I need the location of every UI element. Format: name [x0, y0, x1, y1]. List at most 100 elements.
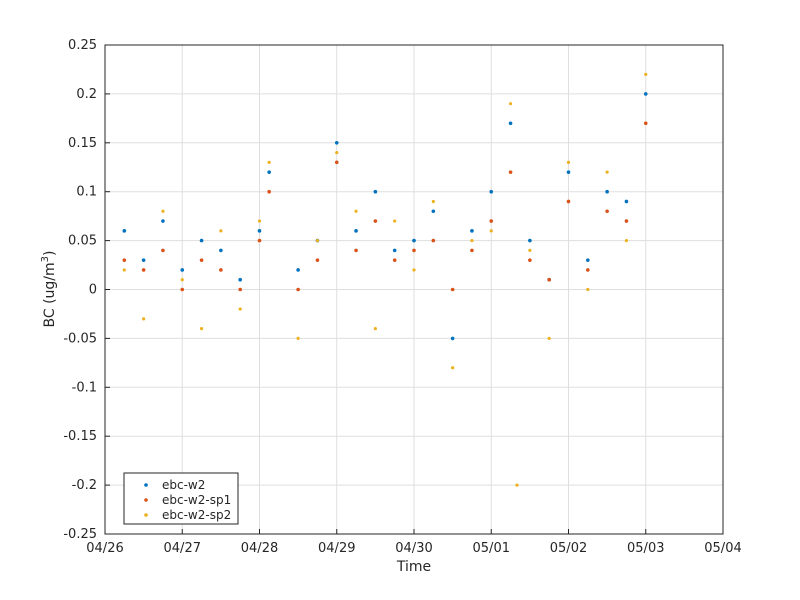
data-point	[238, 307, 242, 311]
y-tick-label: -0.25	[63, 527, 97, 542]
data-point	[238, 277, 242, 282]
data-point	[373, 189, 378, 194]
data-point	[412, 268, 416, 272]
data-point	[354, 209, 358, 213]
data-point	[141, 268, 146, 272]
x-tick-label: 04/26	[86, 541, 123, 556]
data-point	[489, 189, 494, 194]
data-point	[373, 219, 378, 223]
x-tick-label: 04/27	[164, 541, 201, 556]
data-point	[605, 170, 609, 174]
data-point	[296, 336, 300, 340]
data-point	[257, 219, 262, 223]
data-point	[470, 229, 474, 233]
data-point	[257, 229, 262, 233]
data-point	[122, 268, 126, 272]
data-point	[392, 248, 397, 253]
legend-label: ebc-w2	[162, 478, 205, 492]
x-axis-label: Time	[396, 559, 431, 575]
data-point	[219, 248, 223, 253]
data-point	[354, 229, 358, 233]
data-point	[508, 121, 513, 126]
data-point	[624, 199, 629, 204]
data-point	[508, 102, 513, 106]
data-point	[199, 327, 204, 331]
data-point	[334, 160, 339, 165]
x-tick-label: 05/01	[473, 541, 510, 556]
legend-marker	[144, 513, 148, 517]
data-point	[161, 248, 165, 253]
data-point	[334, 141, 339, 145]
data-point	[199, 258, 204, 262]
x-tick-label: 05/02	[550, 541, 587, 556]
data-point	[180, 278, 184, 282]
x-tick-label: 05/03	[627, 541, 664, 556]
data-point	[508, 170, 513, 174]
y-tick-label: 0.1	[76, 185, 97, 200]
legend-box	[123, 472, 239, 525]
data-point	[267, 170, 271, 174]
y-tick-label: 0.25	[68, 38, 97, 53]
data-point	[470, 239, 474, 243]
data-point	[624, 239, 629, 243]
data-point	[142, 317, 146, 321]
legend-marker	[144, 483, 148, 487]
data-point	[489, 219, 494, 223]
data-point	[412, 238, 416, 243]
data-point	[624, 219, 629, 223]
data-point	[515, 483, 519, 487]
data-point	[489, 229, 493, 233]
y-tick-label: 0.05	[68, 234, 97, 249]
data-point	[199, 238, 204, 243]
data-point	[335, 150, 339, 155]
data-point	[450, 287, 455, 292]
data-point	[315, 239, 320, 243]
y-tick-label: -0.2	[72, 478, 97, 493]
data-point	[161, 209, 165, 213]
data-point	[393, 219, 397, 223]
data-point	[644, 72, 648, 76]
y-tick-label: 0.15	[68, 136, 97, 151]
data-point	[412, 248, 416, 253]
data-point	[451, 366, 455, 370]
data-point	[296, 287, 300, 292]
legend-label: ebc-w2-sp2	[162, 508, 231, 522]
scatter-points	[122, 72, 648, 487]
data-point	[547, 277, 551, 282]
y-tick-label: -0.05	[63, 331, 97, 346]
legend-label: ebc-w2-sp1	[162, 493, 231, 507]
data-point	[392, 258, 397, 262]
y-axis: -0.25 -0.2 -0.15 -0.1 -0.05 0 0.05 0.1 0.15 0.2 0.…	[63, 38, 110, 542]
data-point	[354, 248, 358, 253]
data-point	[528, 248, 532, 252]
data-point	[431, 209, 436, 214]
data-point	[605, 189, 609, 194]
data-point	[528, 258, 532, 262]
data-point	[643, 121, 648, 126]
y-tick-label: 0.2	[76, 87, 97, 102]
legend-marker	[144, 498, 148, 502]
data-point	[122, 229, 127, 233]
data-point	[161, 219, 165, 223]
data-point	[122, 258, 127, 262]
data-point	[315, 258, 320, 262]
data-point	[566, 170, 571, 174]
data-point	[296, 268, 300, 272]
data-point	[267, 189, 271, 194]
x-tick-label: 05/04	[704, 541, 741, 556]
data-point	[238, 287, 242, 292]
data-point	[219, 268, 223, 272]
data-point	[470, 248, 474, 253]
data-point	[586, 287, 590, 292]
data-point	[547, 336, 551, 340]
data-point	[257, 238, 262, 243]
x-tick-label: 04/29	[318, 541, 355, 556]
data-point	[450, 336, 455, 341]
y-axis-label: BC (ug/m3)	[40, 250, 58, 327]
y-tick-label: -0.1	[72, 380, 97, 395]
data-point	[180, 287, 185, 292]
data-point	[566, 160, 571, 164]
data-point	[180, 268, 185, 272]
